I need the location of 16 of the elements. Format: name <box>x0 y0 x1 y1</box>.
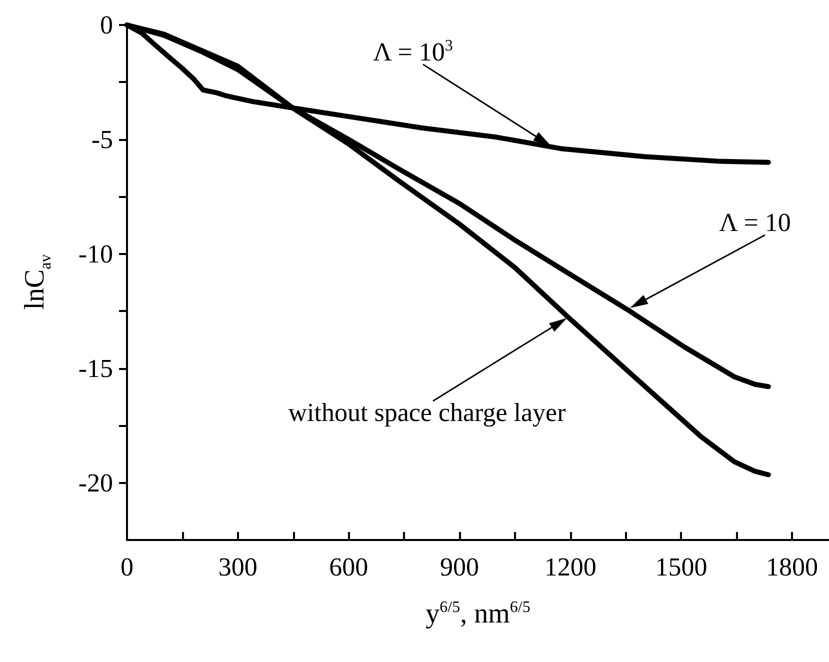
x-tick-label: 1200 <box>544 552 596 582</box>
x-tick-label: 900 <box>440 552 480 582</box>
x-tick-label: 1800 <box>766 552 818 582</box>
y-tick-label: -20 <box>78 468 113 498</box>
y-tick-label: -5 <box>91 124 113 154</box>
x-tick-label: 600 <box>329 552 368 582</box>
annotation: Λ = 10$^{3}$ <box>373 37 453 66</box>
annotation: without space charge layer <box>288 398 566 427</box>
y-tick-label: -10 <box>78 239 113 268</box>
annotation: Λ = 10 <box>719 208 791 237</box>
x-tick-label: 1500 <box>655 552 708 582</box>
y-tick-label: 0 <box>100 10 113 40</box>
x-tick-label: 300 <box>218 552 258 582</box>
x-axis-title: y$^{6/5}$, nm$^{6/5}$ <box>424 598 532 630</box>
y-tick-label: -15 <box>78 354 113 383</box>
x-tick-label: 0 <box>120 552 134 582</box>
